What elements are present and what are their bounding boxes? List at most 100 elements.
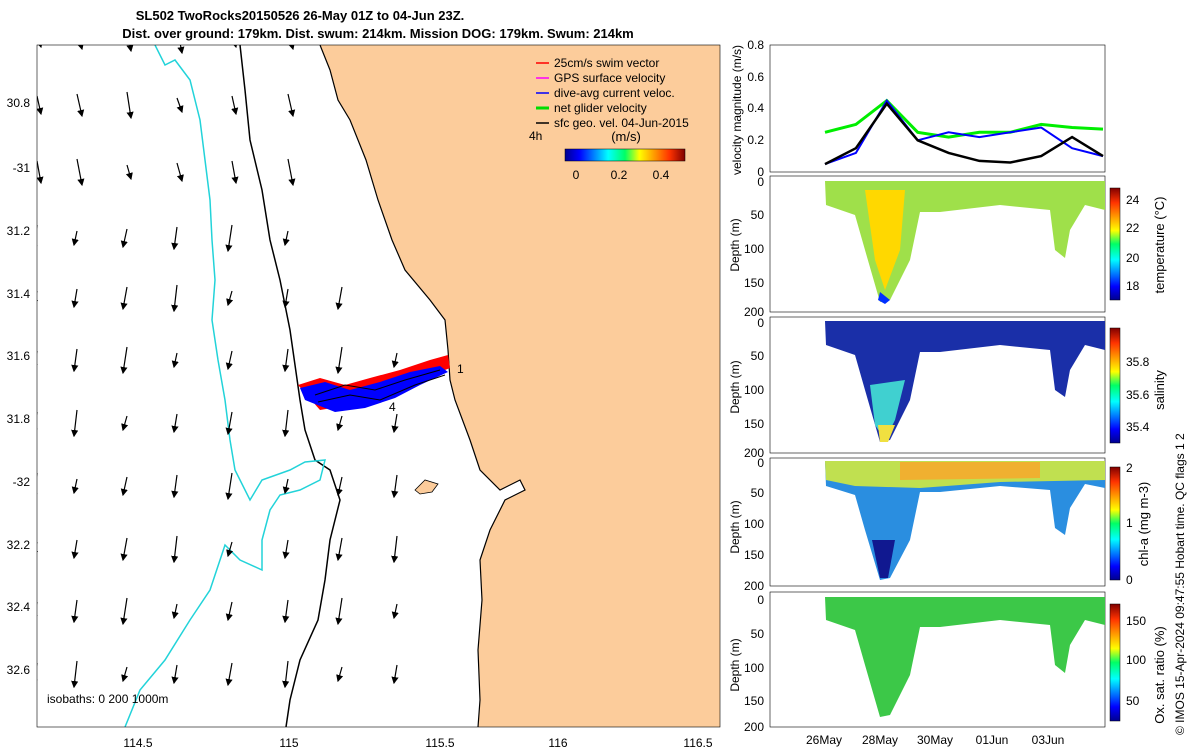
chla-ylabel: Depth (m) (728, 500, 742, 553)
glider-track: 1 4 (298, 355, 464, 414)
sal-cbar-tick: 35.6 (1126, 388, 1150, 402)
legend-label-dive: dive-avg current veloc. (554, 86, 675, 100)
velocity-arrow (37, 160, 44, 185)
velocity-arrow (76, 45, 84, 51)
velocity-arrow (71, 409, 79, 438)
temp-cbar-tick: 24 (1126, 193, 1140, 207)
ox-cbar-tick: 100 (1126, 653, 1146, 667)
colorbar-units: (m/s) (611, 129, 641, 144)
legend-label-net: net glider velocity (554, 101, 647, 115)
velocity-arrow (225, 224, 233, 253)
sal-colorbar (1109, 327, 1121, 444)
velocity-arrow (177, 45, 185, 55)
velocity-arrow (126, 91, 134, 120)
ox-section (825, 597, 1105, 717)
vel-ylabel: velocity magnitude (m/s) (730, 45, 744, 175)
temp-ylabel: Depth (m) (728, 218, 742, 271)
velocity-arrow (171, 226, 179, 251)
velocity-arrow (171, 603, 179, 620)
time-axis: 26May 28May 30May 01Jun 03Jun (806, 733, 1064, 747)
velocity-arrow (120, 476, 128, 497)
chla-ytick: 0 (757, 456, 764, 470)
velocity-arrow (76, 93, 85, 118)
velocity-arrow (335, 597, 343, 626)
ox-ytick: 150 (744, 694, 764, 708)
velocity-arrow (176, 97, 184, 114)
sal-cbar-label: salinity (1152, 370, 1167, 410)
velocity-arrow (282, 660, 290, 689)
velocity-arrow (282, 348, 290, 373)
velocity-arrow (391, 413, 399, 434)
velocity-arrow (121, 666, 129, 683)
map-x-ticks: 114.5 115 115.5 116 116.5 (123, 736, 712, 750)
chla-cbar-tick: 1 (1126, 516, 1133, 530)
sal-ytick: 100 (744, 383, 764, 397)
temp-cbar-tick: 18 (1126, 279, 1140, 293)
sal-cbar-tick: 35.4 (1126, 420, 1150, 434)
velocity-arrow (37, 663, 38, 687)
velocity-arrow (126, 45, 134, 53)
chla-ytick: 50 (751, 486, 765, 500)
map-land (320, 45, 720, 727)
track-label-start: 1 (457, 362, 464, 376)
map-y-ticks: 30.8 -31 31.2 31.4 31.6 31.8 -32 32.2 32… (7, 96, 31, 677)
chla-section (825, 461, 1105, 580)
temp-cbar-tick: 20 (1126, 251, 1140, 265)
map-ytick: 31.2 (7, 224, 31, 238)
velocity-arrow (37, 95, 44, 116)
velocity-arrow (171, 352, 179, 369)
velocity-arrow (37, 473, 38, 501)
map-colorbar (564, 148, 686, 162)
map-ytick: 30.8 (7, 96, 31, 110)
velocity-arrow (287, 45, 295, 51)
sal-ylabel: Depth (m) (728, 360, 742, 413)
velocity-arrow (71, 288, 79, 309)
velocity-arrow (336, 415, 344, 432)
track-label-end: 4 (389, 400, 396, 414)
map-xtick: 115 (279, 736, 298, 750)
velocity-arrow (37, 602, 38, 622)
vel-ytick: 0.2 (747, 133, 764, 147)
velocity-arrow (120, 228, 128, 249)
chla-cbar-tick: 0 (1126, 573, 1133, 587)
ox-ytick: 200 (744, 720, 764, 734)
velocity-frame (769, 44, 1106, 173)
time-tick: 30May (917, 733, 953, 747)
temp-ytick: 200 (744, 305, 764, 319)
oxygen-panel: 50 100 150 Ox. sat. ratio (%) 0 50 100 1… (728, 591, 1167, 734)
velocity-arrow (225, 472, 233, 501)
ox-ylabel: Depth (m) (728, 638, 742, 691)
chla-deep-low (872, 540, 895, 578)
velocity-arrow (225, 601, 233, 622)
map-xtick: 115.5 (425, 736, 454, 750)
velocity-arrow (71, 230, 79, 247)
velocity-arrow (71, 478, 79, 495)
velocity-arrow (391, 603, 399, 620)
velocity-arrow (287, 93, 296, 118)
velocity-arrow (120, 537, 128, 562)
velocity-arrow (335, 476, 343, 497)
legend-label-gps: GPS surface velocity (554, 71, 665, 85)
colorbar-tick-1: 0.2 (611, 168, 628, 182)
velocity-arrow (282, 230, 290, 247)
map-ytick: 32.2 (7, 538, 31, 552)
chla-bloom (900, 462, 1040, 480)
velocity-arrow (391, 352, 399, 369)
map-ytick: 31.6 (7, 349, 31, 363)
velocity-arrow (71, 348, 79, 373)
chla-ytick: 100 (744, 517, 764, 531)
velocity-arrow (171, 535, 179, 564)
sal-ytick: 200 (744, 446, 764, 460)
isobaths-label: isobaths: 0 200 1000m (47, 692, 168, 706)
velocity-arrow (391, 474, 399, 499)
velocity-arrow (37, 225, 38, 253)
series-line-sfc-geo (824, 101, 1104, 166)
map-frame (36, 44, 721, 728)
map-ytick: -32 (13, 475, 31, 489)
ox-ytick: 100 (744, 661, 764, 675)
chla-panel: 0 1 2 chl-a (mg m-3) 0 50 100 150 200 De… (728, 456, 1151, 593)
temp-ytick: 100 (744, 242, 764, 256)
velocity-arrow (71, 539, 79, 560)
velocity-arrow (71, 599, 79, 624)
temp-cbar-tick: 22 (1126, 221, 1140, 235)
